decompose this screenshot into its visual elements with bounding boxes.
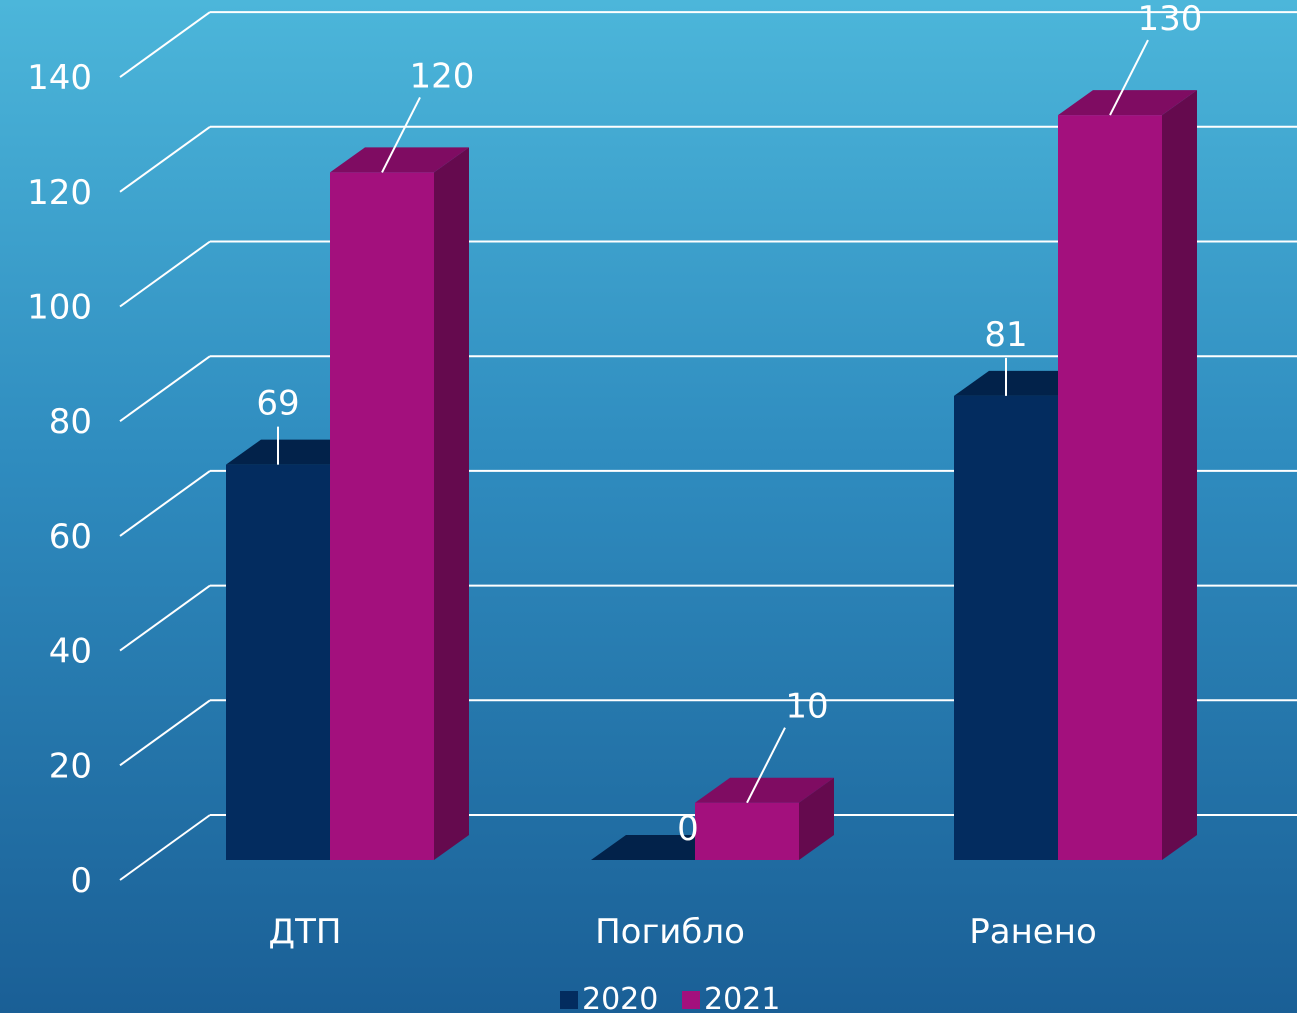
gridline-side <box>119 584 211 652</box>
y-tick-label: 140 <box>27 58 92 98</box>
category-label: Погибло <box>595 912 745 952</box>
data-label: 10 <box>785 687 828 727</box>
bar <box>226 464 330 860</box>
gridline-side <box>119 355 211 423</box>
bar <box>954 395 1058 860</box>
bar <box>695 802 799 860</box>
bar-top <box>1058 90 1197 116</box>
bar <box>330 172 434 860</box>
bars <box>226 90 1197 861</box>
gridline-side <box>119 470 211 537</box>
bar <box>1058 115 1162 861</box>
legend-swatch <box>560 991 578 1009</box>
bar-side <box>1162 90 1197 861</box>
y-tick-label: 60 <box>49 517 92 557</box>
y-tick-label: 0 <box>70 861 92 901</box>
y-tick-label: 120 <box>27 173 92 213</box>
bar-side <box>799 777 834 860</box>
legend: 2020 2021 <box>560 982 780 1013</box>
gridline-side <box>119 240 211 308</box>
data-label: 120 <box>410 56 475 96</box>
gridline-side <box>119 125 211 193</box>
x-axis-categories: ДТП Погибло Ранено <box>269 912 1097 952</box>
data-label: 0 <box>677 809 699 849</box>
bar-side <box>434 147 469 860</box>
legend-label: 2020 <box>582 982 658 1013</box>
data-label-leader <box>1109 39 1149 116</box>
bar-top <box>330 147 469 173</box>
data-label: 69 <box>256 384 299 424</box>
bar-top <box>695 777 834 803</box>
y-tick-label: 40 <box>49 632 92 672</box>
data-label-leader <box>746 727 786 804</box>
y-tick-label: 80 <box>49 402 92 442</box>
legend-swatch <box>682 991 700 1009</box>
legend-label: 2021 <box>704 982 780 1013</box>
data-labels: 69 120 0 10 81 130 <box>256 0 1202 849</box>
data-label: 81 <box>984 315 1027 355</box>
y-tick-label: 100 <box>27 288 92 328</box>
gridline-side <box>119 11 211 78</box>
category-label: ДТП <box>269 912 342 952</box>
data-label: 130 <box>1138 0 1203 39</box>
y-axis-ticks: 0 20 40 60 80 100 120 140 <box>27 58 92 901</box>
y-tick-label: 20 <box>49 746 92 786</box>
category-label: Ранено <box>969 912 1097 952</box>
gridline-side <box>119 814 211 881</box>
data-label-leader <box>381 96 421 173</box>
gridline-side <box>119 699 211 767</box>
